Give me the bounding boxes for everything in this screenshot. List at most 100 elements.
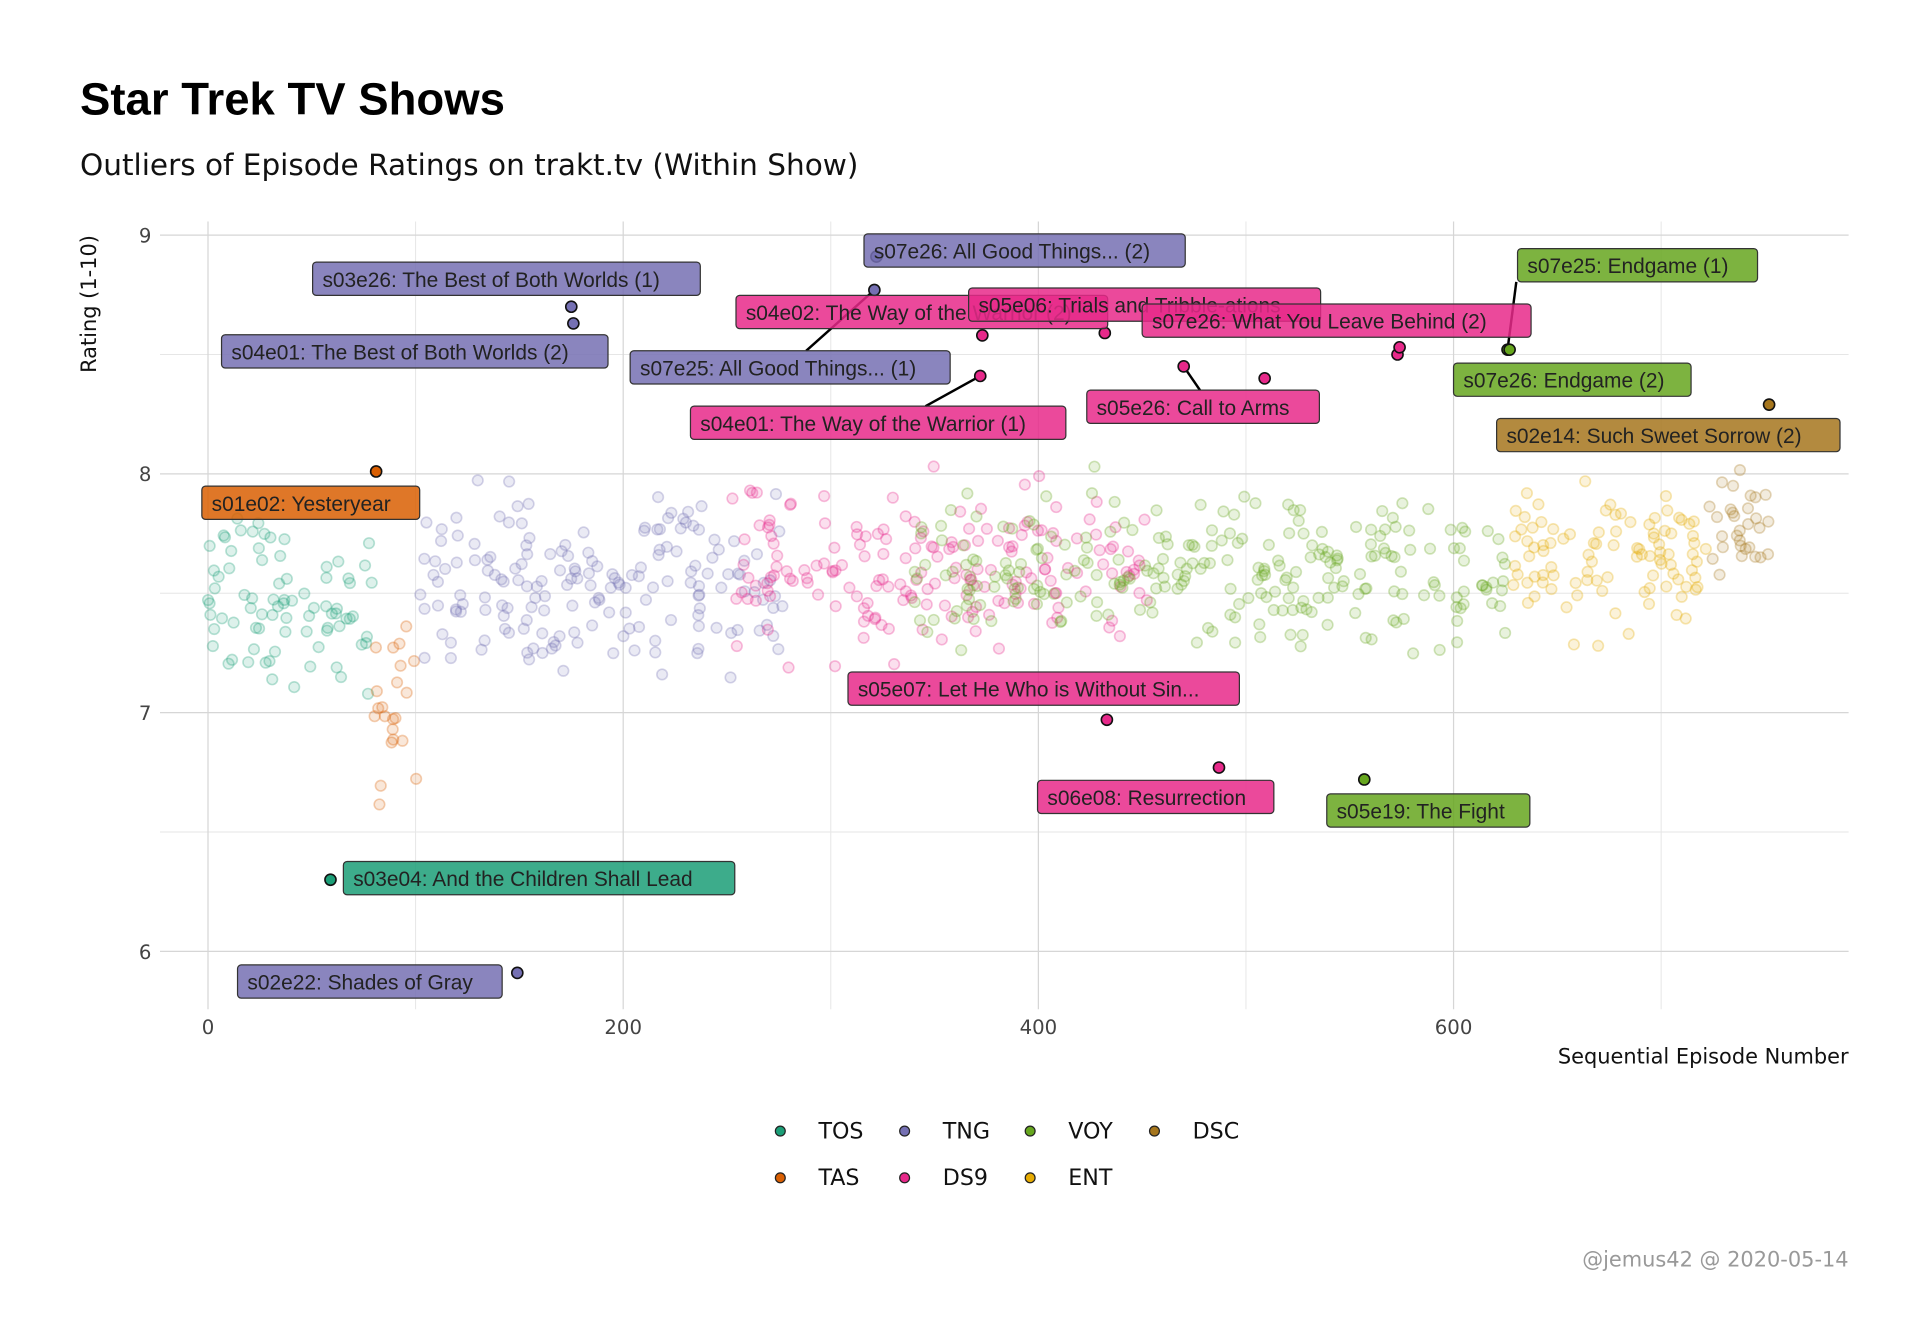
- episode-point: [765, 529, 778, 543]
- episode-point: [1120, 565, 1133, 579]
- episode-point: [1229, 636, 1242, 649]
- episode-point: [246, 592, 259, 605]
- episode-point: [958, 539, 972, 552]
- episode-point: [801, 576, 814, 589]
- y-tick-label: 9: [139, 224, 152, 247]
- episode-point: [1427, 576, 1440, 589]
- y-tick-label: 8: [139, 463, 152, 486]
- episode-point: [1133, 603, 1147, 616]
- episode-point: [1150, 582, 1163, 595]
- episode-point: [369, 641, 383, 654]
- episode-point: [921, 583, 934, 596]
- episode-point: [1403, 524, 1416, 537]
- episode-point: [1560, 601, 1573, 614]
- episode-point: [521, 548, 534, 561]
- episode-point: [1330, 549, 1343, 562]
- episode-point: [770, 560, 783, 573]
- episode-point: [692, 620, 705, 633]
- episode-point: [880, 532, 893, 546]
- episode-point: [1499, 626, 1512, 640]
- episode-point: [908, 565, 921, 578]
- episode-point: [625, 568, 639, 582]
- episode-point: [749, 594, 762, 607]
- episode-point: [1557, 532, 1570, 545]
- episode-point: [882, 580, 895, 593]
- episode-point: [1287, 504, 1300, 517]
- episode-point: [1117, 516, 1131, 529]
- episode-point: [967, 553, 980, 566]
- episode-point: [212, 570, 225, 583]
- episode-point: [955, 644, 968, 657]
- episode-point: [1374, 529, 1387, 543]
- label-box: [342, 860, 736, 896]
- episode-point: [944, 503, 958, 517]
- episode-point: [1686, 529, 1700, 543]
- episode-point: [584, 579, 597, 592]
- episode-point: [496, 599, 509, 612]
- episode-point: [1672, 573, 1685, 586]
- episode-point: [1609, 508, 1622, 521]
- episode-point: [1643, 549, 1657, 563]
- episode-point: [1535, 515, 1548, 529]
- episode-point: [1106, 567, 1119, 580]
- episode-point: [1688, 536, 1701, 550]
- episode-point: [502, 516, 515, 529]
- episode-point: [1060, 568, 1073, 581]
- episode-point: [545, 642, 558, 655]
- episode-point: [1526, 521, 1539, 534]
- episode-point: [1486, 597, 1499, 610]
- episode-point: [333, 620, 346, 633]
- episode-point: [1336, 580, 1349, 593]
- episode-point: [710, 621, 723, 634]
- label-box: [220, 334, 609, 369]
- episode-point: [1509, 530, 1522, 543]
- episode-point: [607, 647, 620, 660]
- episode-point: [208, 582, 221, 595]
- episode-point: [553, 564, 567, 577]
- episode-point: [1638, 585, 1651, 599]
- episode-point: [960, 599, 973, 612]
- label-text: s03e04: And the Children Shall Lead: [353, 868, 692, 891]
- legend-item-tas: TAS: [774, 1165, 859, 1191]
- episode-point: [1630, 550, 1643, 563]
- episode-point: [730, 592, 743, 605]
- episode-point: [300, 625, 313, 638]
- episode-point: [921, 625, 934, 639]
- episode-point: [708, 533, 721, 546]
- episode-point: [201, 593, 215, 607]
- episode-point: [1537, 538, 1550, 552]
- episode-point: [780, 565, 793, 578]
- episode-point: [1008, 582, 1021, 595]
- episode-point: [1670, 608, 1683, 622]
- episode-point: [1647, 527, 1660, 540]
- label-text: s05e19: The Fight: [1337, 800, 1505, 823]
- episode-point: [439, 562, 452, 575]
- episode-point: [325, 607, 338, 620]
- episode-point: [206, 639, 219, 653]
- episode-point: [927, 541, 940, 554]
- episode-point: [1074, 590, 1087, 603]
- episode-point: [343, 576, 357, 590]
- episode-point: [1035, 524, 1048, 537]
- episode-point: [1713, 568, 1726, 581]
- outlier-point: [1100, 713, 1114, 727]
- episode-point: [939, 569, 952, 582]
- episode-point: [278, 533, 291, 546]
- episode-point: [730, 639, 743, 653]
- episode-point: [1102, 608, 1115, 621]
- episode-point: [223, 562, 236, 575]
- episode-point: [1198, 556, 1211, 570]
- episode-point: [1035, 552, 1049, 565]
- episode-point: [679, 516, 692, 529]
- episode-point: [1194, 562, 1207, 575]
- episode-point: [920, 598, 933, 611]
- episode-point: [1294, 503, 1307, 517]
- episode-point: [857, 631, 870, 644]
- episode-point: [227, 616, 240, 629]
- episode-point: [662, 512, 675, 525]
- label-text: s07e26: All Good Things... (2): [874, 240, 1150, 263]
- episode-point: [515, 517, 528, 530]
- episode-point: [750, 548, 764, 561]
- episode-point: [1312, 591, 1325, 604]
- episode-point: [1614, 507, 1628, 520]
